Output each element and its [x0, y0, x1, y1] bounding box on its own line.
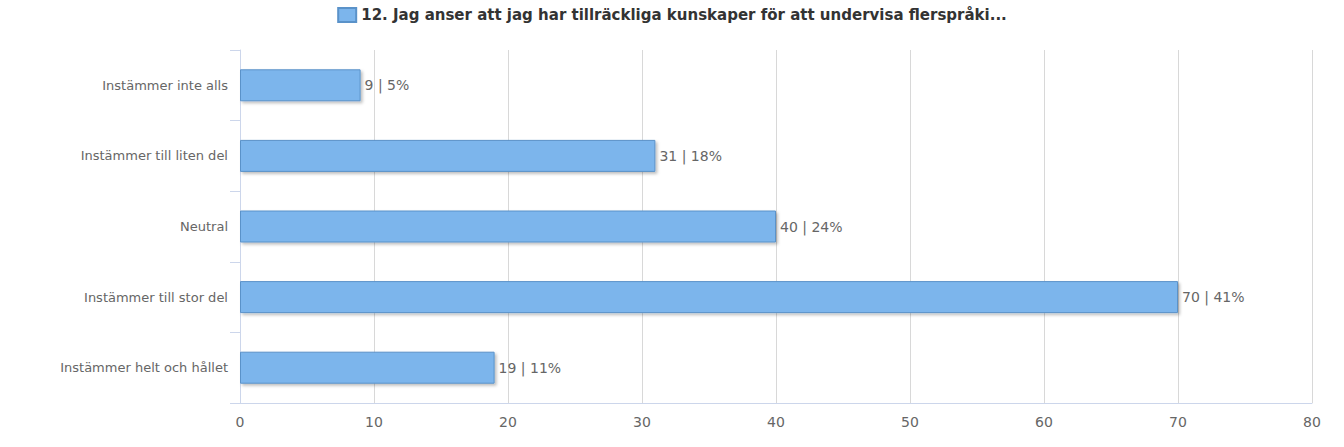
svg-text:30: 30	[633, 414, 651, 430]
svg-text:50: 50	[901, 414, 919, 430]
svg-text:0: 0	[236, 414, 245, 430]
svg-text:10: 10	[365, 414, 383, 430]
svg-text:12. Jag anser att jag har till: 12. Jag anser att jag har tillräckliga k…	[361, 6, 1007, 24]
svg-text:9 | 5%: 9 | 5%	[365, 77, 410, 94]
svg-text:60: 60	[1035, 414, 1053, 430]
svg-text:40: 40	[767, 414, 785, 430]
svg-text:80: 80	[1303, 414, 1321, 430]
svg-text:Instämmer till stor del: Instämmer till stor del	[84, 290, 228, 305]
svg-text:70: 70	[1169, 414, 1187, 430]
svg-text:Instämmer till liten del: Instämmer till liten del	[81, 148, 228, 163]
svg-text:Neutral: Neutral	[180, 219, 228, 234]
svg-text:Instämmer helt och hållet: Instämmer helt och hållet	[60, 360, 228, 375]
svg-text:40 | 24%: 40 | 24%	[780, 219, 843, 236]
svg-text:31 | 18%: 31 | 18%	[659, 148, 722, 165]
svg-text:70 | 41%: 70 | 41%	[1182, 289, 1245, 306]
svg-text:20: 20	[499, 414, 517, 430]
svg-text:19 | 11%: 19 | 11%	[499, 360, 562, 377]
svg-text:Instämmer inte alls: Instämmer inte alls	[102, 78, 228, 93]
